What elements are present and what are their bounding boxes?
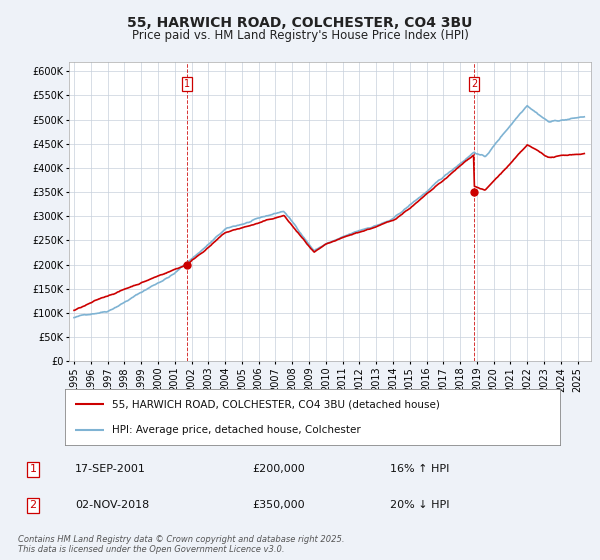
Text: HPI: Average price, detached house, Colchester: HPI: Average price, detached house, Colc…	[112, 425, 361, 435]
Text: 16% ↑ HPI: 16% ↑ HPI	[390, 464, 449, 474]
Text: 55, HARWICH ROAD, COLCHESTER, CO4 3BU (detached house): 55, HARWICH ROAD, COLCHESTER, CO4 3BU (d…	[112, 399, 440, 409]
Text: £200,000: £200,000	[252, 464, 305, 474]
Text: 1: 1	[184, 79, 190, 89]
Text: 2: 2	[471, 79, 478, 89]
Text: 20% ↓ HPI: 20% ↓ HPI	[390, 500, 449, 510]
Text: 2: 2	[29, 500, 37, 510]
Text: 55, HARWICH ROAD, COLCHESTER, CO4 3BU: 55, HARWICH ROAD, COLCHESTER, CO4 3BU	[127, 16, 473, 30]
Text: Contains HM Land Registry data © Crown copyright and database right 2025.
This d: Contains HM Land Registry data © Crown c…	[18, 535, 344, 554]
Text: 1: 1	[29, 464, 37, 474]
Text: 17-SEP-2001: 17-SEP-2001	[75, 464, 146, 474]
Text: Price paid vs. HM Land Registry's House Price Index (HPI): Price paid vs. HM Land Registry's House …	[131, 29, 469, 42]
Text: £350,000: £350,000	[252, 500, 305, 510]
Text: 02-NOV-2018: 02-NOV-2018	[75, 500, 149, 510]
